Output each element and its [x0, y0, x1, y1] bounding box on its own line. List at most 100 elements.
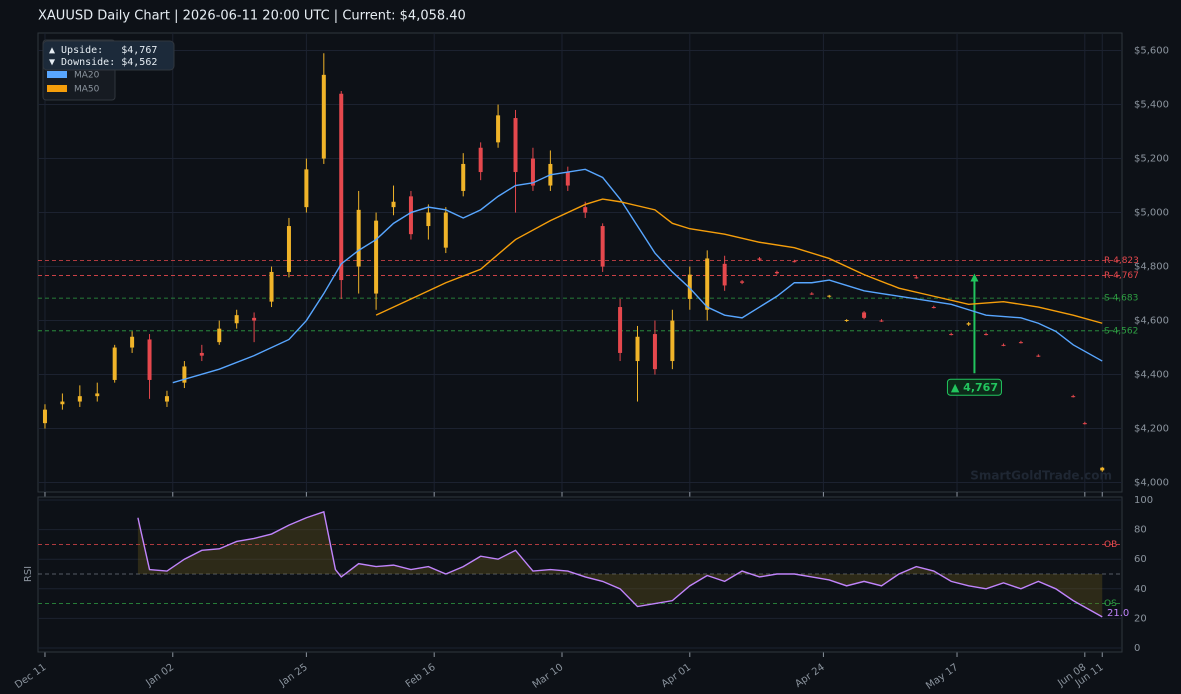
x-tick-label: Apr 01: [660, 662, 694, 690]
y-tick-label: $4,200: [1134, 424, 1169, 435]
candle-body: [391, 201, 396, 208]
candle-body: [42, 409, 47, 424]
candle-body: [426, 212, 431, 227]
candle-body: [252, 317, 257, 321]
candle-body: [1001, 344, 1006, 346]
candle-body: [1018, 342, 1023, 344]
candle-body: [774, 271, 779, 274]
y-tick-label: 20: [1134, 613, 1147, 624]
legend-swatch: [47, 71, 67, 78]
candle-body: [809, 293, 814, 295]
candle-body: [478, 147, 483, 173]
level-label: S 4,683: [1104, 294, 1138, 304]
x-tick-label: Dec 11: [13, 662, 48, 691]
x-tick-label: Mar 10: [531, 662, 566, 691]
candle-body: [60, 401, 65, 405]
candle-body: [652, 334, 657, 370]
candle-body: [496, 115, 501, 143]
y-tick-label: $4,400: [1134, 370, 1169, 381]
annotation-box: [946, 378, 1002, 396]
candle-body: [792, 261, 797, 263]
candle-body: [618, 307, 623, 353]
candle-body: [914, 277, 919, 279]
chart-title: XAUUSD Daily Chart | 2026-06-11 20:00 UT…: [38, 9, 466, 24]
x-tick-label: May 17: [924, 662, 960, 692]
candle-body: [1036, 355, 1041, 357]
candle-body: [670, 320, 675, 362]
candle-body: [147, 339, 152, 380]
y-tick-label: $4,000: [1134, 478, 1169, 489]
candle-body: [408, 196, 413, 235]
candle-body: [827, 295, 832, 297]
watermark: SmartGoldTrade.com: [970, 469, 1112, 483]
candle-body: [757, 258, 762, 260]
x-tick-label: Apr 24: [793, 662, 827, 690]
y-tick-label: 80: [1134, 525, 1147, 536]
y-tick-label: $5,000: [1134, 208, 1169, 219]
legend-label: MA50: [74, 85, 100, 95]
candle-body: [130, 336, 135, 348]
candle-body: [844, 320, 849, 322]
candle-body: [931, 307, 936, 309]
y-tick-label: $4,600: [1134, 316, 1169, 327]
callout-text: ▼ Downside: $4,562: [49, 57, 157, 68]
line: [375, 198, 1103, 324]
candle-body: [321, 74, 326, 159]
callout-text: ▲ Upside: $4,767: [49, 45, 157, 56]
level-label: S 4,562: [1104, 326, 1138, 336]
candle-body: [269, 271, 274, 302]
y-tick-label: 60: [1134, 554, 1147, 565]
y-tick-label: $5,600: [1134, 46, 1169, 57]
rsi-fill: [137, 511, 1103, 617]
legend-label: MA20: [74, 71, 100, 81]
candle-body: [966, 323, 971, 325]
candle-body: [740, 281, 745, 283]
candle-body: [687, 274, 692, 299]
level-label: OB: [1104, 540, 1117, 550]
candle-body: [339, 93, 344, 281]
x-tick-label: Jan 25: [277, 662, 310, 690]
candle-body: [112, 347, 117, 380]
candle-body: [77, 396, 82, 402]
candle-body: [949, 334, 954, 336]
y-tick-label: 40: [1134, 584, 1147, 595]
candle-body: [705, 258, 710, 310]
x-tick-label: Jan 02: [143, 662, 176, 690]
candle-body: [583, 207, 588, 213]
panel: [37, 32, 1123, 493]
candle-body: [1082, 423, 1087, 425]
candle-body: [862, 312, 867, 318]
level-label: OS: [1104, 599, 1117, 609]
callout-box: [42, 40, 175, 71]
candle-body: [1071, 396, 1076, 398]
candle-body: [461, 163, 466, 191]
annotation-text: ▲ 4,767: [951, 381, 998, 394]
candle-body: [286, 226, 291, 272]
y-tick-label: 0: [1134, 643, 1140, 654]
y-tick-label: $5,200: [1134, 154, 1169, 165]
arrow-head: [970, 273, 979, 282]
x-tick-label: Feb 16: [404, 662, 438, 690]
y-tick-label: $5,400: [1134, 100, 1169, 111]
value-label: 21.0: [1107, 608, 1129, 619]
candle-body: [199, 352, 204, 356]
candle-body: [984, 334, 989, 336]
candle-body: [374, 220, 379, 294]
candle-body: [234, 315, 239, 324]
level-label: R 4,823: [1104, 256, 1139, 266]
line: [137, 510, 1103, 618]
level-label: R 4,767: [1104, 271, 1139, 281]
y-axis-label: RSI: [23, 566, 34, 582]
candle-body: [722, 263, 727, 286]
y-tick-label: 100: [1134, 495, 1153, 506]
candle-body: [879, 320, 884, 322]
candle-body: [443, 212, 448, 248]
candle-body: [1100, 467, 1105, 471]
candle-body: [356, 209, 361, 267]
candle-body: [600, 226, 605, 267]
y-tick-label: $4,800: [1134, 262, 1169, 273]
candle-body: [304, 169, 309, 208]
candle-body: [530, 158, 535, 186]
candle-body: [95, 393, 100, 397]
